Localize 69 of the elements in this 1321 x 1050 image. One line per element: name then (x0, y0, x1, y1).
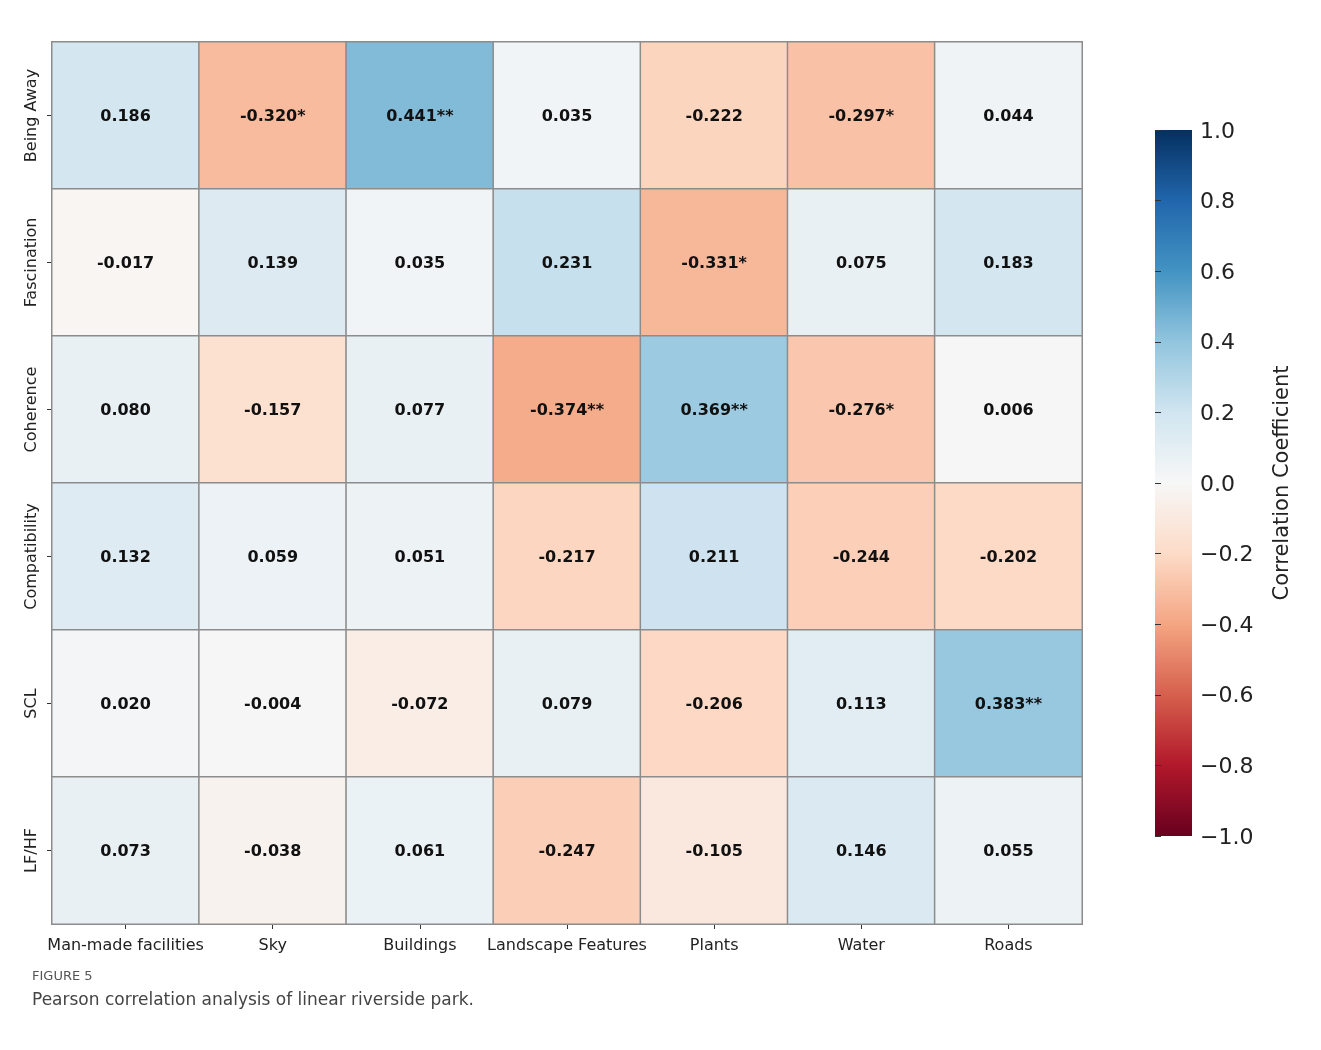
data-label: 0.441** (386, 106, 455, 125)
data-label: 0.055 (983, 841, 1034, 860)
data-label: 0.186 (100, 106, 151, 125)
color-bar-label: −0.4 (1200, 611, 1254, 637)
color-bar-label: −0.6 (1200, 682, 1254, 708)
data-label: 0.073 (100, 841, 151, 860)
data-label: 0.146 (835, 841, 887, 860)
data-label: 0.006 (983, 400, 1034, 419)
x-tick-label: Sky (258, 934, 287, 954)
data-label: -0.276* (828, 400, 895, 419)
x-tick-label: Water (837, 934, 886, 954)
color-bar-label: 0.8 (1200, 188, 1235, 214)
x-tick-label: Roads (984, 934, 1033, 954)
data-label: -0.105 (685, 841, 743, 860)
data-label: 0.020 (100, 694, 151, 713)
data-label: 0.080 (100, 400, 151, 419)
data-label: 0.075 (835, 253, 887, 272)
y-tick-label: LF/HF (20, 828, 40, 873)
data-label: -0.297* (828, 106, 895, 125)
color-bar-label: 0.4 (1200, 329, 1235, 355)
color-bar-label: −0.8 (1200, 752, 1254, 778)
data-label: -0.038 (244, 841, 302, 860)
data-label: 0.231 (541, 253, 593, 272)
color-bar-title: Correlation Coefficient (1268, 365, 1293, 601)
data-label: 0.035 (394, 253, 446, 272)
y-tick-label: Fascination (20, 217, 40, 308)
data-label: -0.222 (685, 106, 743, 125)
data-label: 0.051 (394, 547, 446, 566)
data-label: 0.059 (247, 547, 299, 566)
data-label: 0.369** (680, 400, 749, 419)
data-label: -0.247 (538, 841, 596, 860)
data-label: -0.202 (979, 547, 1038, 566)
data-label: -0.206 (685, 694, 743, 713)
data-label: 0.211 (688, 547, 740, 566)
data-label: -0.004 (244, 694, 302, 713)
data-label: 0.113 (835, 694, 887, 713)
data-label: 0.061 (394, 841, 446, 860)
y-tick-label: Compatibility (20, 503, 40, 610)
data-label: -0.017 (96, 253, 155, 272)
x-tick-label: Plants (689, 934, 739, 954)
data-label: -0.244 (832, 547, 890, 566)
color-bar-label: −1.0 (1200, 823, 1254, 849)
color-bar-label: 0.0 (1200, 470, 1235, 496)
data-label: -0.157 (244, 400, 302, 419)
text: Pearson correlation analysis of linear riverside park. (32, 989, 475, 1009)
data-label: -0.320* (239, 106, 307, 125)
data-label: 0.383** (974, 694, 1043, 713)
color-bar-label: −0.2 (1200, 541, 1254, 567)
color-bar-label: 0.6 (1200, 258, 1235, 284)
y-tick-label: Coherence (20, 366, 40, 453)
data-label: 0.079 (541, 694, 593, 713)
color-bar-label: 0.2 (1200, 399, 1235, 425)
x-tick-label: Landscape Features (487, 934, 647, 954)
x-tick-label: Man-made facilities (47, 934, 204, 954)
y-tick-label: SCL (20, 688, 40, 719)
data-label: 0.183 (983, 253, 1034, 272)
x-tick-label: Buildings (383, 934, 457, 954)
data-label: 0.035 (541, 106, 593, 125)
data-label: 0.139 (247, 253, 299, 272)
y-tick-label: Being Away (20, 68, 40, 163)
data-label: -0.217 (538, 547, 596, 566)
data-label: 0.077 (394, 400, 446, 419)
data-label: -0.331* (681, 253, 748, 272)
data-label: -0.072 (391, 694, 449, 713)
caption: FIGURE 5 (32, 968, 94, 983)
data-label: 0.132 (100, 547, 151, 566)
data-label: 0.044 (983, 106, 1034, 125)
color-bar-label: 1.0 (1200, 117, 1235, 143)
data-label: -0.374** (530, 400, 605, 419)
